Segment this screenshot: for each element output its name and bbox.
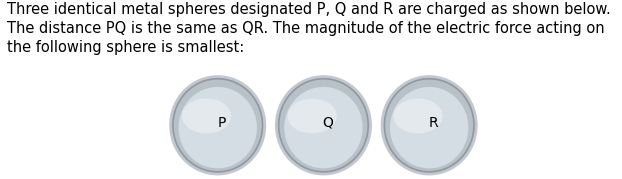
Ellipse shape [279, 79, 368, 172]
Ellipse shape [173, 79, 262, 172]
Text: P: P [218, 116, 226, 130]
Ellipse shape [169, 75, 266, 175]
Ellipse shape [384, 79, 474, 172]
Ellipse shape [390, 87, 468, 168]
Ellipse shape [179, 87, 257, 168]
Text: R: R [429, 116, 439, 130]
Ellipse shape [381, 75, 478, 175]
Ellipse shape [284, 87, 363, 168]
Ellipse shape [182, 98, 231, 134]
Ellipse shape [287, 98, 337, 134]
Text: Three identical metal spheres designated P, Q and R are charged as shown below.
: Three identical metal spheres designated… [7, 2, 611, 55]
Ellipse shape [393, 98, 443, 134]
Ellipse shape [275, 75, 372, 175]
Text: Q: Q [322, 116, 333, 130]
